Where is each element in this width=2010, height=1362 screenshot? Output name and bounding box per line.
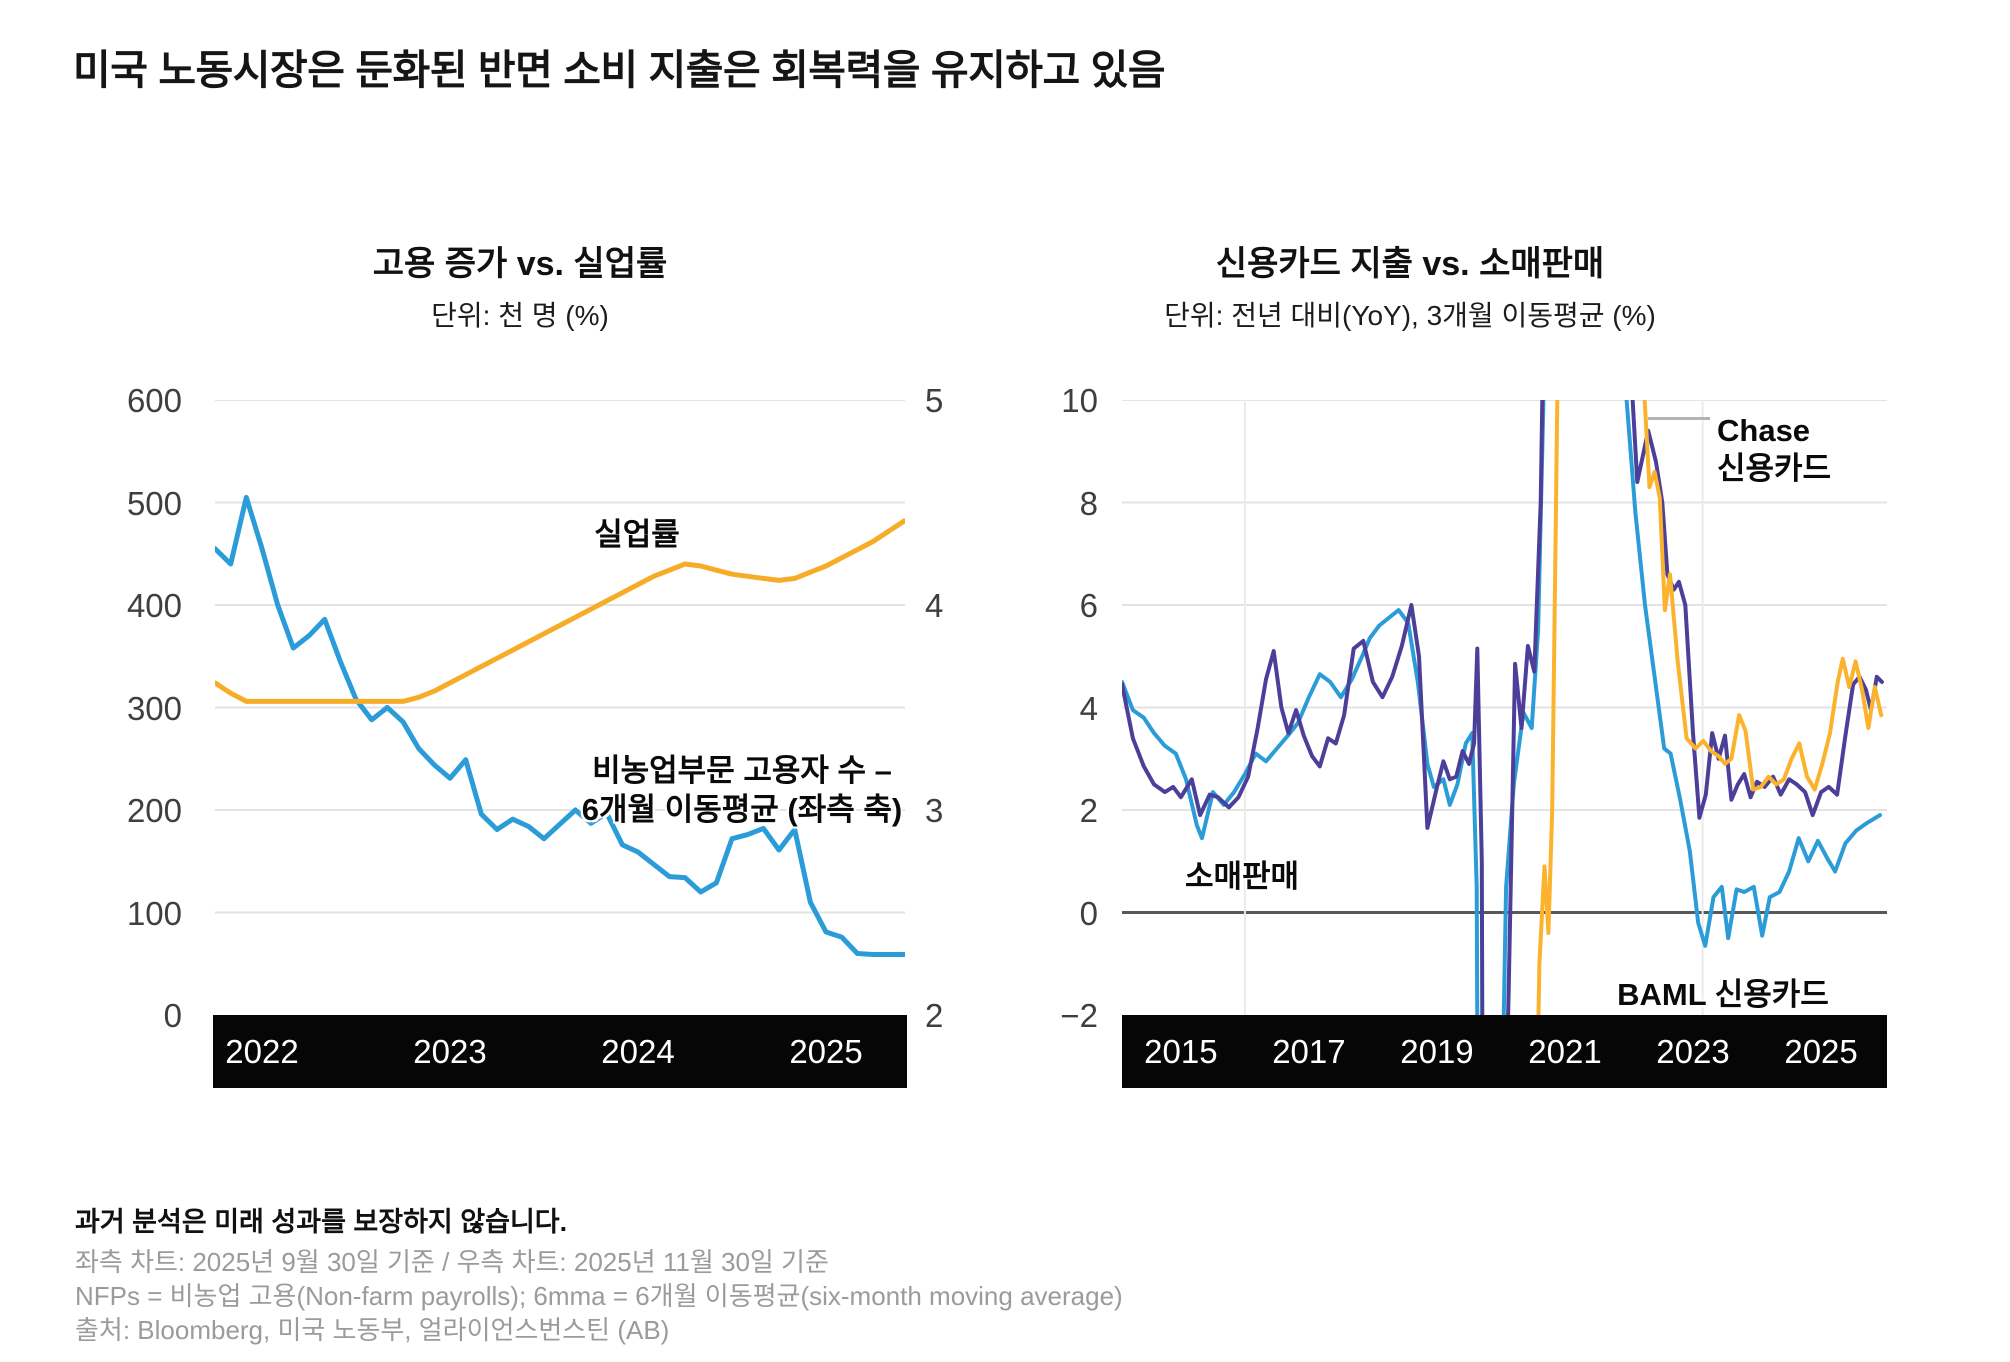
nfp-line-label-line1: 비농업부문 고용자 수 – (592, 753, 892, 788)
employment-x-tick-label: 2022 (225, 1033, 299, 1070)
employment-series-1 (215, 518, 905, 704)
employment-x-tick-label: 2024 (601, 1033, 675, 1070)
spending-chart-subtitle: 단위: 전년 대비(YoY), 3개월 이동평균 (%) (1164, 300, 1656, 331)
employment-x-tick-label: 2023 (413, 1033, 487, 1070)
page-title: 미국 노동시장은 둔화된 반면 소비 지출은 회복력을 유지하고 있음 (73, 47, 1166, 93)
employment-right-y-tick-label: 5 (925, 382, 944, 419)
employment-right-y-tick-label: 2 (925, 997, 944, 1034)
spending-y-tick-label: 10 (1061, 382, 1098, 419)
spending-y-tick-label: −2 (1060, 997, 1098, 1034)
spending-x-tick-label: 2019 (1400, 1033, 1474, 1070)
employment-y-tick-label: 300 (126, 689, 182, 727)
employment-y-tick-label: 500 (126, 484, 182, 522)
employment-right-y-tick-label: 3 (925, 792, 944, 829)
retail-sales-line-label: 소매판매 (1184, 859, 1300, 894)
chase-line-label-line2: 신용카드 (1717, 451, 1832, 486)
spending-y-tick-label: 6 (1079, 587, 1098, 624)
employment-y-tick-label: 400 (126, 587, 182, 624)
spending-y-tick-label: 0 (1079, 894, 1098, 932)
footer-note-source: 출처: Bloomberg, 미국 노동부, 얼라이언스번스틴 (AB) (75, 1315, 670, 1345)
spending-x-tick-label: 2015 (1144, 1033, 1218, 1070)
nfp-line-label-line2: 6개월 이동평균 (좌측 축) (581, 792, 903, 827)
spending-x-tick-label: 2017 (1272, 1033, 1346, 1070)
employment-chart (215, 400, 905, 957)
footer-note-definitions: NFPs = 비농업 고용(Non-farm payrolls); 6mma =… (75, 1281, 1123, 1311)
spending-x-tick-label: 2025 (1784, 1033, 1858, 1070)
employment-xaxis-bar (213, 1015, 907, 1088)
employment-y-tick-label: 100 (126, 894, 182, 932)
employment-series-0 (215, 494, 905, 957)
employment-right-y-tick-label: 4 (925, 587, 944, 624)
spending-chart-title: 신용카드 지출 vs. 소매판매 (1215, 245, 1605, 283)
employment-chart-subtitle: 단위: 천 명 (%) (431, 300, 609, 331)
footer-note-asof: 좌측 차트: 2025년 9월 30일 기준 / 우측 차트: 2025년 11… (75, 1247, 829, 1277)
employment-x-tick-label: 2025 (789, 1033, 863, 1070)
unemployment-line-label: 실업률 (594, 517, 680, 552)
employment-y-tick-label: 600 (126, 382, 182, 419)
spending-x-tick-label: 2021 (1528, 1033, 1602, 1070)
spending-series-2 (1536, 400, 1884, 1015)
spending-xaxis-bar (1122, 1015, 1887, 1088)
chase-label-leader-line (1648, 417, 1710, 420)
baml-line-label: BAML 신용카드 (1617, 977, 1829, 1012)
employment-y-tick-label: 0 (163, 997, 182, 1034)
chase-line-label-line1: Chase (1717, 413, 1811, 448)
nfp-line-label: 비농업부문 고용자 수 – 6개월 이동평균 (좌측 축) (522, 751, 962, 829)
spending-y-tick-label: 2 (1079, 792, 1098, 829)
spending-y-tick-label: 8 (1079, 484, 1098, 522)
spending-x-tick-label: 2023 (1656, 1033, 1730, 1070)
chase-line-label: Chase 신용카드 (1717, 412, 1937, 488)
spending-chart (1122, 400, 1887, 1015)
employment-y-tick-label: 200 (126, 792, 182, 829)
spending-y-tick-label: 4 (1079, 689, 1098, 727)
employment-chart-title: 고용 증가 vs. 실업률 (372, 245, 668, 283)
disclaimer-text: 과거 분석은 미래 성과를 보장하지 않습니다. (75, 1207, 568, 1237)
